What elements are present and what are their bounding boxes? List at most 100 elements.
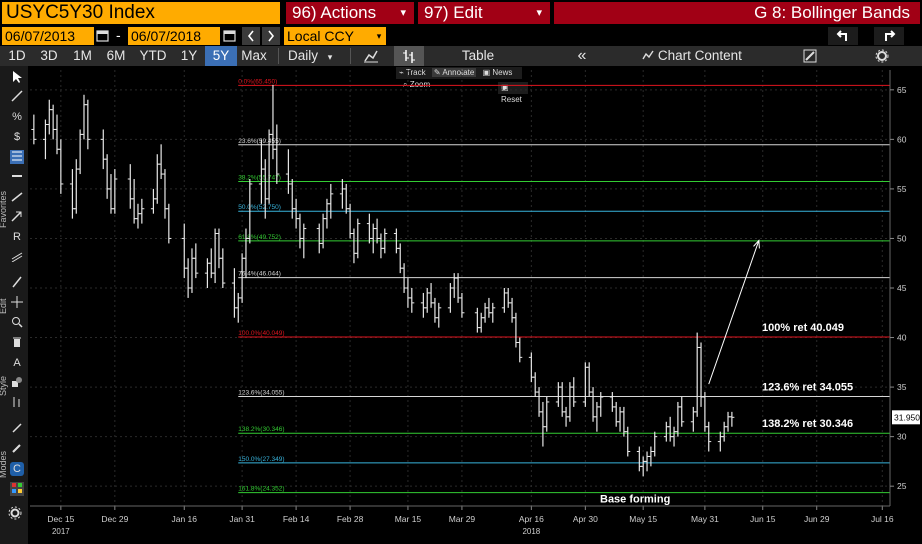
regression-tool[interactable]: R xyxy=(10,230,24,244)
trendline-icon xyxy=(11,90,23,102)
redo-button[interactable] xyxy=(874,27,904,45)
brush-tool[interactable] xyxy=(10,442,24,456)
text-tool[interactable]: A xyxy=(10,356,24,370)
fib-tool[interactable] xyxy=(10,150,24,164)
period-tab-5y[interactable]: 5Y xyxy=(205,46,237,66)
percent-tool[interactable]: % xyxy=(10,110,24,124)
annotate-edit-button[interactable] xyxy=(798,46,822,66)
text-icon: A xyxy=(13,357,21,369)
settings-button[interactable] xyxy=(870,46,894,66)
chart-grid xyxy=(30,70,890,506)
period-tab-3d[interactable]: 3D xyxy=(40,48,58,63)
dollar-tool[interactable]: $ xyxy=(10,130,24,144)
arrow-icon xyxy=(11,211,22,222)
bar-chart-type-button[interactable] xyxy=(394,46,424,66)
next-period-button[interactable] xyxy=(262,27,280,45)
chevron-down-icon: ▾ xyxy=(400,7,406,19)
x-tick-label: Dec 15 xyxy=(47,514,74,524)
bar-style-tool[interactable] xyxy=(10,396,24,410)
mode-grid-tool[interactable] xyxy=(10,482,24,496)
period-tab-1m[interactable]: 1M xyxy=(73,48,92,63)
zoom-button[interactable]: ⌕ Zoom xyxy=(403,80,431,89)
x-tick-label: Apr 30 xyxy=(573,514,598,524)
toolbar-settings-button[interactable] xyxy=(8,506,22,520)
pointer-tool[interactable] xyxy=(10,70,24,84)
last-price-tag xyxy=(892,410,920,425)
period-tab-ytd[interactable]: YTD xyxy=(139,48,167,63)
period-tab-6m[interactable]: 6M xyxy=(106,48,126,63)
edit-menu-button[interactable]: 97) Edit ▾ xyxy=(418,2,550,24)
news-button[interactable]: ▣ News xyxy=(482,68,513,77)
annotate-button[interactable]: ✎ Annotate xyxy=(431,68,477,77)
undo-button[interactable] xyxy=(828,27,858,45)
horizontal-line-tool[interactable] xyxy=(10,170,24,184)
news-label: News xyxy=(492,68,513,77)
channel-icon xyxy=(11,252,23,263)
y-tick-label: 25 xyxy=(897,481,907,491)
trendline-tool[interactable] xyxy=(10,90,24,104)
chart-mode-tool[interactable]: C xyxy=(10,462,24,476)
y-tick-label: 45 xyxy=(897,283,907,293)
fib-level-label: 161.8%(24.352) xyxy=(238,486,284,493)
track-label: Track xyxy=(405,68,426,77)
fib-level-label: 23.6%(59.455) xyxy=(238,138,281,145)
line-chart-icon xyxy=(364,50,378,63)
calendar-icon[interactable] xyxy=(96,29,110,48)
drawing-toolbar: % $ R A C Favorites Edit Style Modes xyxy=(0,66,28,544)
function-tab[interactable]: G 8: Bollinger Bands xyxy=(554,2,920,24)
line-chart-button[interactable] xyxy=(360,46,382,66)
chart-content-label: Chart Content xyxy=(657,48,742,63)
price-chart[interactable]: 0.0%(65.450) 23.6%(59.455) 38.2%(55.747) 50… xyxy=(0,66,922,544)
annotate-label: Annotate xyxy=(442,68,475,77)
channel-tool[interactable] xyxy=(10,250,24,264)
fib-levels: 0.0%(65.450) 23.6%(59.455) 38.2%(55.747) 50… xyxy=(238,78,890,494)
crosshair-tool[interactable] xyxy=(10,296,24,310)
chart-content-button[interactable]: Chart Content xyxy=(636,46,748,66)
x-tick-label: Apr 16 xyxy=(519,514,544,524)
frequency-select[interactable]: Daily ▾ xyxy=(280,46,344,66)
x-tick-label: Mar 15 xyxy=(395,514,422,524)
fib-level-label: 138.2%(30.346) xyxy=(238,426,284,433)
price-bars xyxy=(31,84,735,477)
y-tick-label: 30 xyxy=(897,432,907,442)
table-button[interactable]: Table xyxy=(461,48,495,63)
edit-label: 97) Edit xyxy=(424,3,483,22)
hline-icon xyxy=(12,175,22,177)
gear-icon xyxy=(875,49,889,63)
period-tab-max[interactable]: Max xyxy=(241,48,267,63)
calendar-icon[interactable] xyxy=(223,29,237,48)
x-tick-label: Jun 29 xyxy=(804,514,830,524)
actions-label: 96) Actions xyxy=(292,3,377,22)
actions-menu-button[interactable]: 96) Actions ▾ xyxy=(286,2,414,24)
y-tick-label: 55 xyxy=(897,184,907,194)
chevron-left-icon xyxy=(247,30,254,42)
fib-level-label: 50.0%(52.750) xyxy=(238,204,281,211)
end-date-field[interactable]: 06/07/2018 xyxy=(128,27,220,45)
track-button[interactable]: ⌁ Track xyxy=(399,68,426,77)
currency-select[interactable]: Local CCY xyxy=(284,27,372,45)
collapse-panel-button[interactable]: « xyxy=(577,47,587,64)
x-tick-label: May 15 xyxy=(629,514,657,524)
period-tab-1d[interactable]: 1D xyxy=(8,48,26,63)
trash-icon xyxy=(13,337,21,347)
ticker-field[interactable]: USYC5Y30 Index xyxy=(2,2,280,24)
fib-level-label: 0.0%(65.450) xyxy=(238,78,277,85)
pen-tool[interactable] xyxy=(10,422,24,436)
shape-tool[interactable] xyxy=(10,376,24,390)
x-tick-label: Jan 31 xyxy=(229,514,255,524)
line-tool[interactable] xyxy=(10,276,24,290)
start-date-field[interactable]: 06/07/2013 xyxy=(2,27,94,45)
period-tab-1y[interactable]: 1Y xyxy=(180,48,198,63)
x-year-label: 2017 xyxy=(52,527,70,536)
delete-tool[interactable] xyxy=(10,336,24,350)
chevron-down-icon[interactable]: ▾ xyxy=(372,27,386,45)
arrow-tool[interactable] xyxy=(10,210,24,224)
annotations: 100% ret 40.049 123.6% ret 34.055 138.2% r… xyxy=(600,239,853,506)
ray-tool[interactable] xyxy=(10,190,24,204)
date-range-bar: 06/07/2013 - 06/07/2018 Local CCY ▾ xyxy=(0,26,922,46)
zoom-label: Zoom xyxy=(409,80,431,89)
fib-level-label: 150.0%(27.349) xyxy=(238,456,284,463)
previous-period-button[interactable] xyxy=(242,27,260,45)
line-draw-icon xyxy=(12,276,22,288)
magnifier-tool[interactable] xyxy=(10,316,24,330)
